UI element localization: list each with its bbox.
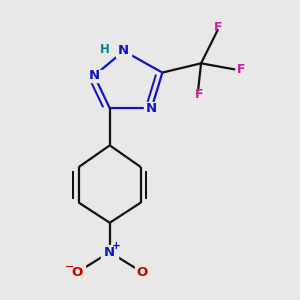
Text: O: O [136, 266, 148, 279]
Bar [134, 266, 150, 278]
Text: N: N [104, 246, 115, 259]
Text: F: F [236, 63, 245, 76]
Bar [101, 245, 118, 259]
Bar [116, 45, 131, 57]
Bar [86, 70, 102, 82]
Text: N: N [146, 102, 157, 115]
Text: −: − [65, 262, 74, 272]
Text: F: F [214, 21, 222, 34]
Text: N: N [89, 69, 100, 82]
Text: N: N [118, 44, 129, 57]
Bar [70, 266, 85, 278]
Text: +: + [112, 241, 121, 251]
Text: F: F [195, 88, 204, 101]
Bar [144, 102, 159, 114]
Text: H: H [100, 43, 110, 56]
Text: O: O [72, 266, 83, 279]
